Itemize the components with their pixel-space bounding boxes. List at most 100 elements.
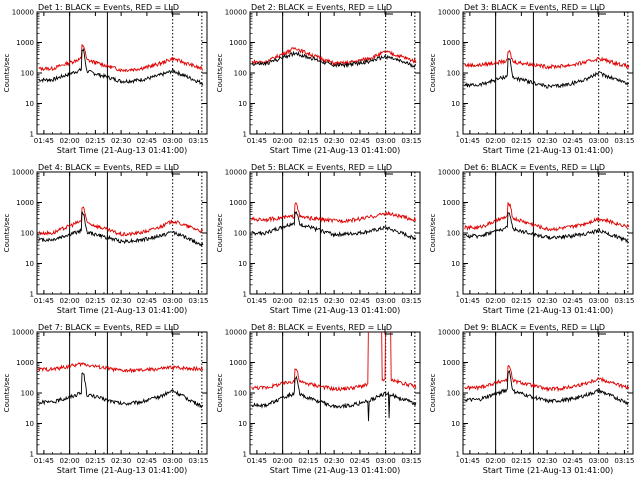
x-tick-label: 02:30 [324,137,344,145]
x-tick-label: 02:15 [298,457,318,465]
plot-frame [462,11,634,135]
x-tick-label: 02:15 [298,297,318,305]
y-tick-label: 100 [234,70,247,78]
x-tick-label: 01:45 [34,457,54,465]
x-tick-label: 02:45 [563,457,583,465]
y-tick-label: 10000 [12,169,34,177]
x-tick-label: 03:15 [188,457,208,465]
y-tick-label: 100 [21,70,34,78]
x-tick-label: 02:00 [273,137,293,145]
y-tick-label: 10 [25,100,34,108]
bracket-icon [171,166,180,175]
plot-frame [462,331,634,455]
series-line-events [251,50,417,69]
x-axis-label: Start Time (21-Aug-13 01:41:00) [270,146,401,155]
series-line-lld [38,206,204,237]
series-line-lld [251,202,417,224]
x-tick-label: 03:15 [401,457,421,465]
detector-chart-1: 1 10 100 1000 10000 01:45 02:00 02:15 02:30 02:45… [3,3,209,155]
x-axis-label: Start Time (21-Aug-13 01:41:00) [57,306,188,315]
y-axis-label: Counts/sec [216,374,224,413]
x-tick-label: 02:15 [85,137,105,145]
y-tick-label: 1 [456,291,460,299]
detector-chart-8: 1 10 100 1000 10000 01:45 02:00 02:15 02:30 02:45… [216,323,422,475]
x-tick-label: 02:45 [350,297,370,305]
panel-title: Det 3: BLACK = Events, RED = LLD [464,3,605,12]
detector-chart-5: 1 10 100 1000 10000 01:45 02:00 02:15 02:30 02:45… [216,163,422,315]
y-tick-label: 1 [243,451,247,459]
y-axis-label: Counts/sec [429,54,437,93]
x-tick-label: 02:15 [511,137,531,145]
detector-chart-6: 1 10 100 1000 10000 01:45 02:00 02:15 02:30 02:45… [429,163,635,315]
panel-title: Det 7: BLACK = Events, RED = LLD [38,323,179,332]
x-tick-label: 02:15 [511,457,531,465]
y-tick-label: 1 [243,131,247,139]
y-tick-label: 1 [30,131,34,139]
x-tick-label: 01:45 [34,297,54,305]
x-tick-label: 03:00 [376,137,396,145]
y-tick-label: 10 [238,420,247,428]
x-tick-label: 02:15 [85,297,105,305]
y-tick-label: 1 [30,291,34,299]
y-tick-label: 10000 [12,329,34,337]
y-tick-label: 1 [243,291,247,299]
x-tick-label: 02:45 [137,457,157,465]
y-tick-label: 1000 [442,199,460,207]
y-axis-label: Counts/sec [3,54,11,93]
y-tick-label: 10 [25,420,34,428]
y-axis-label: Counts/sec [216,54,224,93]
x-tick-label: 02:15 [298,137,318,145]
y-tick-label: 100 [234,230,247,238]
y-tick-label: 10000 [438,169,460,177]
y-axis-label: Counts/sec [429,374,437,413]
bracket-icon [384,6,393,15]
x-tick-label: 03:00 [163,297,183,305]
detector-panel-8: 1 10 100 1000 10000 01:45 02:00 02:15 02:30 02:45… [213,320,426,480]
plot-frame [36,171,208,295]
x-tick-label: 02:30 [111,137,131,145]
panel-title: Det 5: BLACK = Events, RED = LLD [251,163,392,172]
series-line-events [251,375,417,422]
x-tick-label: 03:15 [188,137,208,145]
y-tick-label: 10 [451,420,460,428]
y-tick-label: 1000 [229,199,247,207]
x-axis-label: Start Time (21-Aug-13 01:41:00) [483,466,614,475]
panel-title: Det 8: BLACK = Events, RED = LLD [251,323,392,332]
y-tick-label: 100 [447,70,460,78]
series-line-events [38,47,204,86]
x-tick-label: 02:45 [137,297,157,305]
y-axis-label: Counts/sec [3,374,11,413]
y-tick-label: 10000 [225,169,247,177]
bracket-icon [597,6,606,15]
x-tick-label: 02:00 [60,297,80,305]
y-tick-label: 10 [25,260,34,268]
detector-chart-4: 1 10 100 1000 10000 01:45 02:00 02:15 02:30 02:45… [3,163,209,315]
panel-title: Det 6: BLACK = Events, RED = LLD [464,163,605,172]
x-tick-label: 02:00 [486,297,506,305]
y-tick-label: 100 [447,390,460,398]
y-tick-label: 100 [234,390,247,398]
detector-panel-4: 1 10 100 1000 10000 01:45 02:00 02:15 02:30 02:45… [0,160,213,320]
x-tick-label: 03:00 [376,297,396,305]
x-tick-label: 02:00 [486,137,506,145]
detector-panel-5: 1 10 100 1000 10000 01:45 02:00 02:15 02:30 02:45… [213,160,426,320]
y-tick-label: 10000 [438,9,460,17]
x-axis-label: Start Time (21-Aug-13 01:41:00) [57,466,188,475]
x-tick-label: 03:15 [614,457,634,465]
y-axis-label: Counts/sec [429,214,437,253]
bracket-icon [171,6,180,15]
x-tick-label: 01:45 [34,137,54,145]
x-tick-label: 02:30 [324,457,344,465]
panel-title: Det 2: BLACK = Events, RED = LLD [251,3,392,12]
x-tick-label: 03:15 [401,137,421,145]
series-line-lld [464,365,630,393]
series-line-events [251,210,417,241]
x-tick-label: 01:45 [247,457,267,465]
y-tick-label: 10 [451,100,460,108]
detector-panel-7: 1 10 100 1000 10000 01:45 02:00 02:15 02:30 02:45… [0,320,213,480]
bracket-icon [384,166,393,175]
y-tick-label: 1000 [16,39,34,47]
x-tick-label: 02:00 [486,457,506,465]
y-tick-label: 1000 [442,359,460,367]
x-tick-label: 03:00 [376,457,396,465]
